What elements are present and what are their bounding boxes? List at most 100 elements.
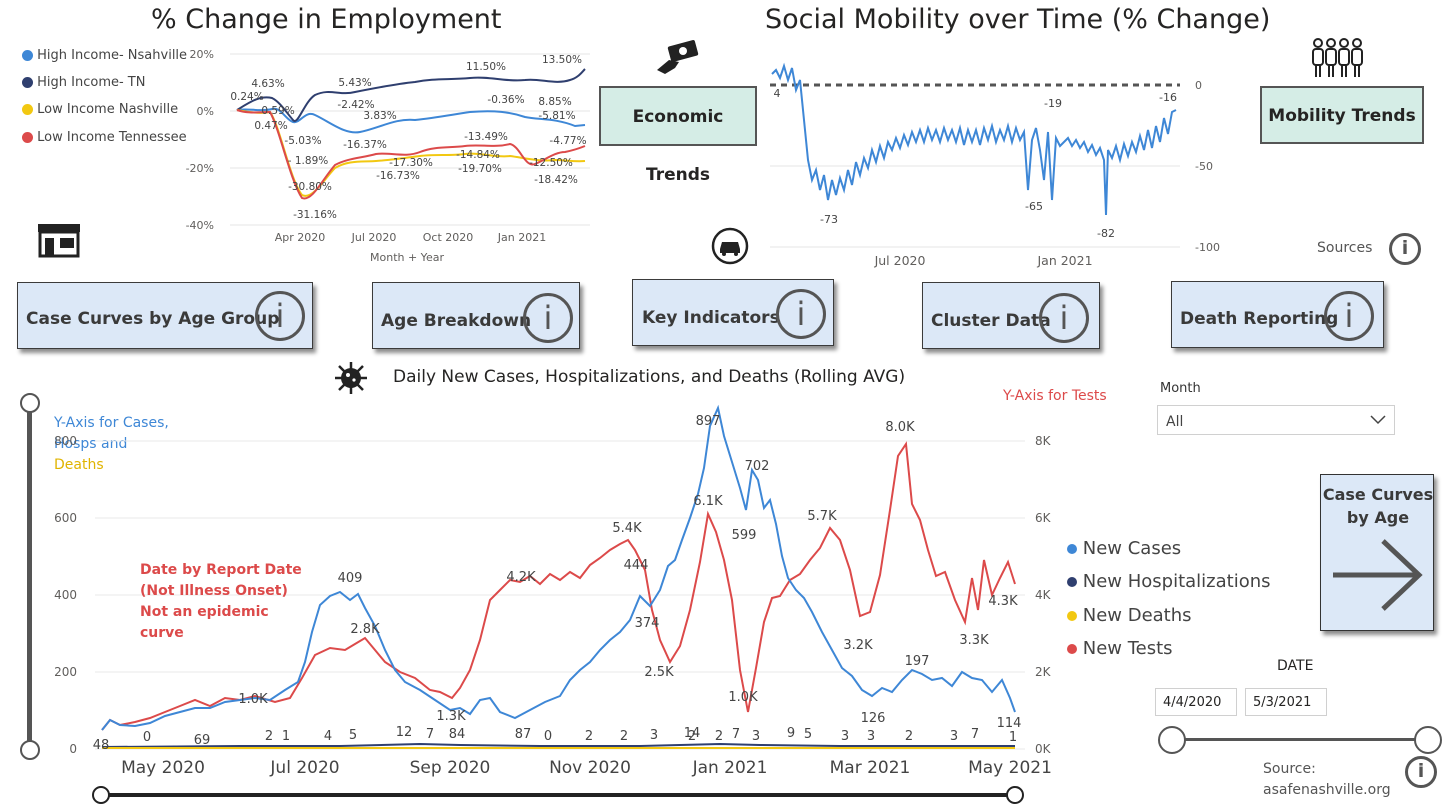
mob-data-label: -16 xyxy=(1159,91,1177,104)
vertical-slider-bottom-handle[interactable] xyxy=(20,740,40,760)
date-slider-track[interactable] xyxy=(1172,738,1427,741)
legend-label: High Income- Nsahville xyxy=(37,48,188,63)
test-data-label: 2.5K xyxy=(644,665,674,680)
daily-xtick: Mar 2021 xyxy=(830,758,911,778)
emp-data-label: -19.70% xyxy=(458,163,502,175)
source-info-icon[interactable]: i xyxy=(1405,756,1437,788)
case-data-label: 14 xyxy=(684,726,701,741)
vertical-slider-top-handle[interactable] xyxy=(20,393,40,413)
daily-ytick-left: 0 xyxy=(69,742,77,756)
date-slider-start-handle[interactable] xyxy=(1158,726,1186,754)
legend-dot xyxy=(1067,577,1077,587)
age-breakdown-button[interactable]: Age Breakdown i xyxy=(372,282,580,349)
mob-data-label: 4 xyxy=(774,87,781,100)
employment-title: % Change in Employment xyxy=(151,4,502,35)
money-hand-icon xyxy=(657,40,699,74)
legend-label: New Deaths xyxy=(1082,605,1192,626)
case-data-label: 197 xyxy=(905,654,930,669)
date-start-input[interactable]: 4/4/2020 xyxy=(1155,688,1237,716)
horizontal-slider-track[interactable] xyxy=(100,793,1016,797)
y-left-title-line: Y-Axis for Cases, xyxy=(54,415,169,431)
daily-chart: 800 600 400 200 0 8K 6K 4K 2K 0K May 202… xyxy=(54,404,1052,778)
legend-label: New Hospitalizations xyxy=(1082,571,1271,592)
emp-ytick: 20% xyxy=(190,48,214,61)
date-end-input[interactable]: 5/3/2021 xyxy=(1245,688,1327,716)
daily-ytick-right: 4K xyxy=(1035,588,1052,602)
test-data-label: 3.2K xyxy=(843,638,873,653)
sources-label: Sources xyxy=(1317,240,1373,256)
legend-new-cases[interactable]: New Cases xyxy=(1067,538,1181,559)
mob-data-label: -82 xyxy=(1097,227,1115,240)
legend-high-income-nashville[interactable]: High Income- Nsahville xyxy=(22,48,187,63)
mob-ytick: -100 xyxy=(1195,241,1220,254)
case-data-label: 12 xyxy=(396,725,413,740)
case-data-label: 2 xyxy=(265,729,273,744)
emp-data-label: 5.43% xyxy=(338,77,371,89)
legend-label: New Tests xyxy=(1082,638,1173,659)
report-date-note: Date by Report Date (Not Illness Onset) … xyxy=(140,560,302,644)
legend-high-income-tn[interactable]: High Income- TN xyxy=(22,75,145,90)
legend-label: Low Income Nashville xyxy=(37,102,179,117)
case-curves-by-age-button[interactable]: Case Curves by Age xyxy=(1320,474,1434,631)
cluster-data-button[interactable]: Cluster Data i xyxy=(922,282,1100,349)
death-reporting-button[interactable]: Death Reporting i xyxy=(1171,281,1384,348)
legend-low-income-nashville[interactable]: Low Income Nashville xyxy=(22,102,178,117)
test-data-label: 1.3K xyxy=(436,709,466,724)
emp-data-label: -17.30% xyxy=(389,157,433,169)
case-data-label: 3 xyxy=(867,729,875,744)
daily-xtick: May 2020 xyxy=(121,758,205,778)
case-data-label: 0 xyxy=(143,730,151,745)
daily-ytick-left: 200 xyxy=(54,665,77,679)
daily-xtick: Nov 2020 xyxy=(549,758,631,778)
month-dropdown[interactable]: All xyxy=(1157,405,1395,435)
horizontal-slider-right-handle[interactable] xyxy=(1006,786,1024,804)
month-dropdown-value: All xyxy=(1166,414,1184,430)
case-data-label: 7 xyxy=(732,727,740,742)
vertical-slider-track[interactable] xyxy=(27,402,32,750)
economic-trends-button[interactable]: Economic Trends xyxy=(599,86,757,185)
legend-low-income-tennessee[interactable]: Low Income Tennessee xyxy=(22,130,187,145)
key-indicators-button[interactable]: Key Indicators i xyxy=(632,279,834,346)
button-label: Key Indicators xyxy=(642,308,780,328)
emp-data-label: -31.16% xyxy=(293,209,337,221)
legend-new-deaths[interactable]: New Deaths xyxy=(1067,605,1192,626)
case-data-label: 9 xyxy=(787,726,795,741)
legend-dot xyxy=(1067,644,1077,654)
emp-ytick: -40% xyxy=(186,219,214,232)
legend-label: New Cases xyxy=(1082,538,1182,559)
legend-new-hospitalizations[interactable]: New Hospitalizations xyxy=(1067,571,1271,592)
button-label: Case Curves by Age Group xyxy=(26,309,280,329)
case-data-label: 0 xyxy=(544,729,552,744)
mobility-series xyxy=(771,62,1177,216)
note-line: Not an epidemic xyxy=(140,604,269,620)
emp-data-label: 4.63% xyxy=(251,78,284,90)
mobility-trends-button[interactable]: Mobility Trends xyxy=(1260,86,1424,144)
case-data-label: 7 xyxy=(971,727,979,742)
emp-data-label: -30.80% xyxy=(288,181,332,193)
case-data-label: 2 xyxy=(585,729,593,744)
mob-ytick: -50 xyxy=(1195,160,1213,173)
daily-xtick: May 2021 xyxy=(968,758,1052,778)
emp-data-label: -12.50% xyxy=(529,157,573,169)
date-slider-end-handle[interactable] xyxy=(1414,726,1442,754)
button-label: Cluster Data xyxy=(931,311,1051,331)
case-data-label: 69 xyxy=(194,733,211,748)
emp-data-label: 13.50% xyxy=(542,54,582,66)
case-data-label: 3 xyxy=(841,729,849,744)
case-data-label: 1 xyxy=(1009,730,1017,745)
case-data-label: 3 xyxy=(752,729,760,744)
legend-new-tests[interactable]: New Tests xyxy=(1067,638,1173,659)
emp-data-label: 11.50% xyxy=(466,61,506,73)
horizontal-slider-left-handle[interactable] xyxy=(92,786,110,804)
case-data-label: 444 xyxy=(624,558,649,573)
month-filter-label: Month xyxy=(1160,381,1201,396)
test-data-label: 5.7K xyxy=(807,509,837,524)
emp-data-label: 0.24% xyxy=(230,91,263,103)
note-line: Date by Report Date xyxy=(140,562,302,578)
case-curves-age-group-button[interactable]: Case Curves by Age Group i xyxy=(17,282,313,349)
series-new-tests xyxy=(101,441,1016,731)
daily-chart-title: Daily New Cases, Hospitalizations, and D… xyxy=(393,367,906,387)
daily-xtick: Sep 2020 xyxy=(410,758,491,778)
legend-dot xyxy=(1067,544,1077,554)
sources-info-icon[interactable]: i xyxy=(1389,233,1421,265)
